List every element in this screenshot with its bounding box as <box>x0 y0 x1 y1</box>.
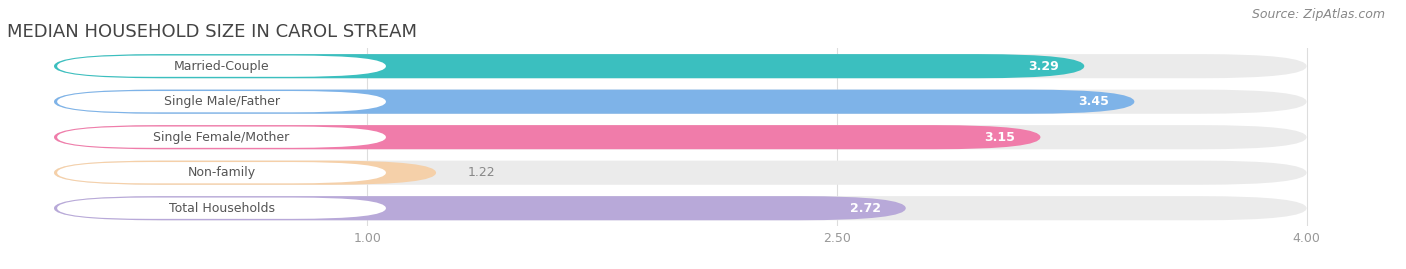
Text: Single Female/Mother: Single Female/Mother <box>153 131 290 144</box>
FancyBboxPatch shape <box>53 90 1135 114</box>
Text: Non-family: Non-family <box>187 166 256 179</box>
Text: 3.15: 3.15 <box>984 131 1015 144</box>
FancyBboxPatch shape <box>58 162 387 183</box>
FancyBboxPatch shape <box>53 54 1306 78</box>
FancyBboxPatch shape <box>53 161 1306 185</box>
FancyBboxPatch shape <box>58 55 387 77</box>
FancyBboxPatch shape <box>53 196 1306 220</box>
FancyBboxPatch shape <box>53 196 905 220</box>
Text: Source: ZipAtlas.com: Source: ZipAtlas.com <box>1251 8 1385 21</box>
FancyBboxPatch shape <box>53 161 436 185</box>
Text: Single Male/Father: Single Male/Father <box>163 95 280 108</box>
FancyBboxPatch shape <box>53 125 1040 149</box>
FancyBboxPatch shape <box>53 125 1306 149</box>
FancyBboxPatch shape <box>58 197 387 219</box>
Text: Married-Couple: Married-Couple <box>174 60 270 73</box>
FancyBboxPatch shape <box>58 91 387 112</box>
FancyBboxPatch shape <box>58 126 387 148</box>
FancyBboxPatch shape <box>53 54 1084 78</box>
Text: 1.22: 1.22 <box>467 166 495 179</box>
Text: 2.72: 2.72 <box>849 202 880 215</box>
Text: 3.29: 3.29 <box>1028 60 1059 73</box>
Text: MEDIAN HOUSEHOLD SIZE IN CAROL STREAM: MEDIAN HOUSEHOLD SIZE IN CAROL STREAM <box>7 23 418 41</box>
Text: 3.45: 3.45 <box>1078 95 1109 108</box>
Text: Total Households: Total Households <box>169 202 274 215</box>
FancyBboxPatch shape <box>53 90 1306 114</box>
